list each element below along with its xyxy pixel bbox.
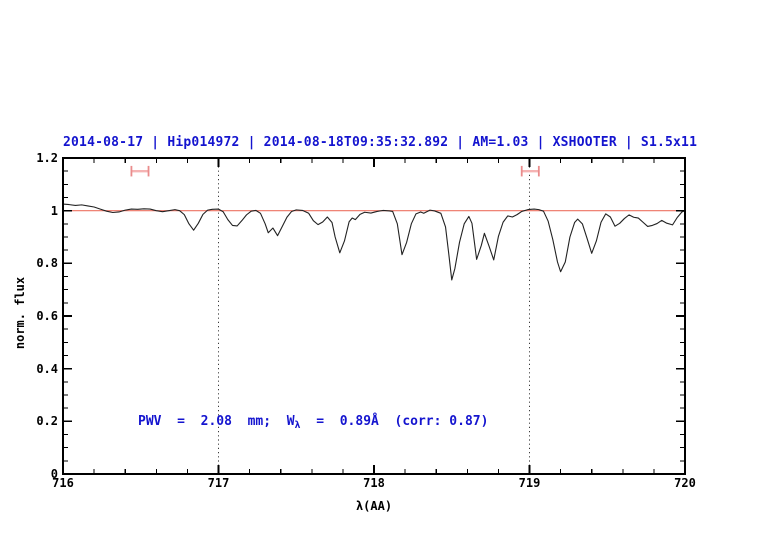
y-tick-label: 0.6 bbox=[36, 309, 58, 323]
pwv-annotation-text: PWV = 2.08 mm; W bbox=[138, 414, 295, 429]
plot-title: 2014-08-17 | Hip014972 | 2014-08-18T09:3… bbox=[63, 135, 698, 150]
pwv-annotation-text-2: = 0.89Å (corr: 0.87) bbox=[300, 414, 489, 429]
y-tick-label: 0.8 bbox=[36, 256, 58, 271]
pwv-annotation: PWV = 2.08 mm; Wλ = 0.89Å (corr: 0.87) bbox=[138, 414, 488, 434]
y-tick-label: 0.4 bbox=[36, 361, 58, 376]
lambda-subscript: λ bbox=[294, 420, 301, 431]
x-tick-label: 716 bbox=[52, 476, 74, 490]
x-tick-label: 717 bbox=[207, 476, 230, 490]
x-tick-label: 720 bbox=[674, 476, 696, 490]
spectrum-line bbox=[62, 203, 686, 281]
x-tick-label: 718 bbox=[363, 476, 385, 490]
x-axis-label: λ(AA) bbox=[355, 499, 393, 513]
y-tick-label: 1 bbox=[50, 203, 58, 218]
y-tick-label: 1.2 bbox=[36, 151, 58, 165]
x-tick-label: 719 bbox=[518, 476, 541, 490]
y-tick-label: 0 bbox=[50, 467, 58, 481]
y-tick-label: 0.2 bbox=[36, 414, 58, 429]
